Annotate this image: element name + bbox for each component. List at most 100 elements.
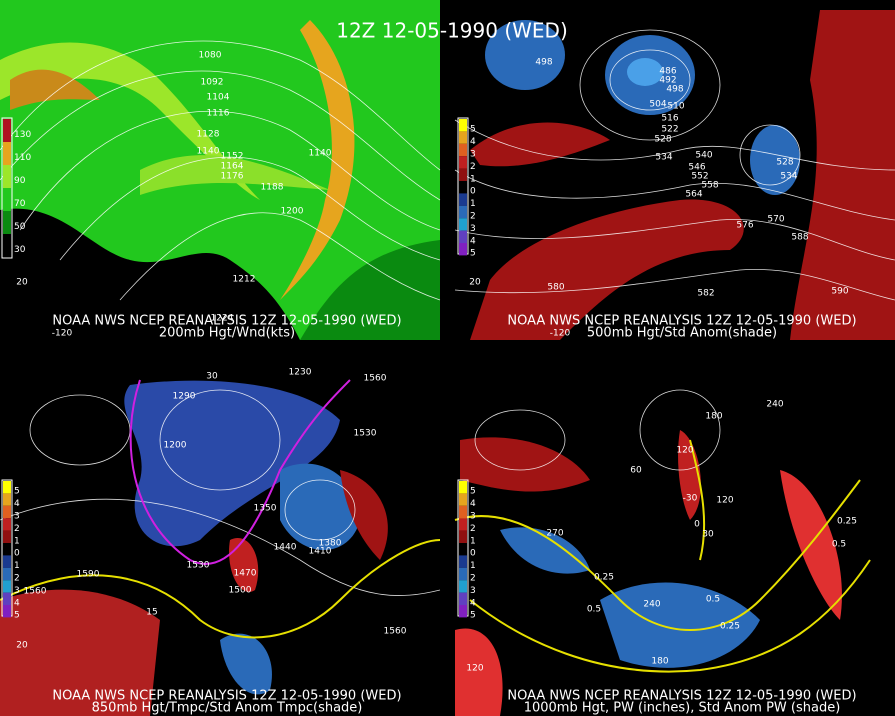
contour-label: 1380	[319, 539, 342, 549]
contour-label: 0.5	[587, 605, 601, 615]
colorbar-cell	[459, 580, 467, 593]
contour-label: 540	[695, 151, 712, 161]
colorbar-cell	[3, 188, 11, 211]
anomaly-positive	[340, 470, 388, 560]
panel-200mb	[0, 0, 441, 340]
anomaly-positive	[470, 199, 744, 340]
contours	[454, 389, 871, 673]
colorbar-label: 2	[14, 574, 20, 584]
contour-label: -120	[52, 329, 73, 339]
colorbar-label: 30	[14, 245, 26, 255]
source-caption: NOAA NWS NCEP REANALYSIS 12Z 12-05-1990 …	[507, 314, 856, 329]
colorbar-label: 4	[470, 499, 476, 509]
contour-label: 270	[546, 529, 563, 539]
jet-band	[0, 42, 260, 200]
colorbar-cell	[3, 567, 11, 581]
colorbar-label: 1	[470, 536, 476, 546]
colorbar-cell	[459, 168, 467, 181]
product-caption: 500mb Hgt/Std Anom(shade)	[587, 326, 777, 341]
panel-850mb	[0, 375, 441, 716]
colorbar-cell	[459, 181, 467, 194]
source-caption: NOAA NWS NCEP REANALYSIS 12Z 12-05-1990 …	[52, 689, 401, 704]
contour-label: 180	[651, 657, 668, 667]
contour-label: 552	[691, 172, 708, 182]
colorbar-label: 1	[470, 561, 476, 571]
colorbar-label: 4	[470, 137, 476, 147]
colorbar-cell	[3, 493, 11, 506]
colorbar-label: 5	[470, 125, 476, 135]
colorbar-label: 110	[14, 153, 31, 163]
contour-label: 570	[767, 215, 784, 225]
colorbar-cell	[459, 530, 467, 543]
colorbar-cell	[459, 143, 467, 157]
contour-label: 1470	[234, 569, 257, 579]
contour-label: 120	[676, 446, 693, 456]
colorbar-label: 1	[14, 561, 20, 571]
contour-label: 580	[547, 283, 564, 293]
contour-label: 588	[791, 233, 808, 243]
contour-label: 1440	[274, 543, 297, 553]
colorbar-cell	[3, 530, 11, 543]
contour-label: 590	[831, 287, 848, 297]
contour-label: 1092	[201, 78, 224, 88]
contour-label: 1290	[173, 392, 196, 402]
panel-1000mb	[454, 375, 895, 716]
calm-area	[0, 208, 300, 340]
contour-label: 1560	[384, 627, 407, 637]
contour-label: 576	[736, 221, 753, 231]
contour-label: 498	[666, 85, 683, 95]
colorbar-label: 5	[14, 611, 20, 621]
anomaly-negative	[485, 20, 565, 90]
colorbar-cell	[3, 592, 11, 605]
colorbar-cell	[3, 543, 11, 556]
contour-label: 1164	[221, 162, 244, 172]
contour-label: 1200	[281, 207, 304, 217]
anomaly-positive	[229, 538, 259, 592]
colorbar-label: 4	[14, 598, 20, 608]
contour-label: 120	[716, 496, 733, 506]
colorbar-cell	[459, 567, 467, 581]
anomaly-positive	[678, 430, 701, 520]
contours	[0, 40, 441, 301]
contour-label: 1560	[364, 374, 387, 384]
contour-label: 564	[685, 190, 702, 200]
colorbar-cell	[459, 493, 467, 506]
contour-label: 20	[469, 278, 481, 288]
colorbar-label: 0	[470, 549, 476, 559]
colorbar-cell	[3, 555, 11, 568]
colorbar-label: 2	[470, 212, 476, 222]
contours	[0, 379, 441, 639]
colorbar-cell	[3, 211, 11, 234]
colorbar-cell	[459, 243, 467, 256]
colorbar-label: 70	[14, 199, 26, 209]
colorbar-cell	[459, 131, 467, 144]
colorbar-cell	[459, 605, 467, 618]
contour-label: 30	[206, 372, 218, 382]
contour-label: 0	[694, 520, 700, 530]
colorbar-label: 2	[470, 574, 476, 584]
colorbar-cell	[3, 505, 11, 519]
contour-label: 528	[776, 158, 793, 168]
contour-label: 534	[655, 153, 672, 163]
colorbar-cell	[3, 142, 11, 165]
anomaly-negative	[500, 527, 590, 574]
colorbar-label: 3	[470, 586, 476, 596]
colorbar-label: 0	[14, 549, 20, 559]
colorbar-label: 3	[14, 586, 20, 596]
anomaly-positive	[780, 470, 842, 620]
colorbar-label: 2	[470, 162, 476, 172]
contour-label: 1212	[233, 275, 256, 285]
colorbar-cell	[459, 518, 467, 531]
contour-label: -120	[550, 329, 571, 339]
product-caption: 200mb Hgt/Wnd(kts)	[159, 326, 295, 341]
map-title: 12Z 12-05-1990 (WED)	[336, 19, 568, 43]
contour-label: 558	[701, 181, 718, 191]
colorbar-cell	[459, 481, 467, 494]
colorbar-label: 2	[470, 524, 476, 534]
colorbar-cell	[459, 193, 467, 206]
anomaly-negative	[600, 582, 760, 668]
colorbar-label: 5	[470, 611, 476, 621]
colorbar-label: 3	[470, 224, 476, 234]
contour-label: 240	[766, 400, 783, 410]
